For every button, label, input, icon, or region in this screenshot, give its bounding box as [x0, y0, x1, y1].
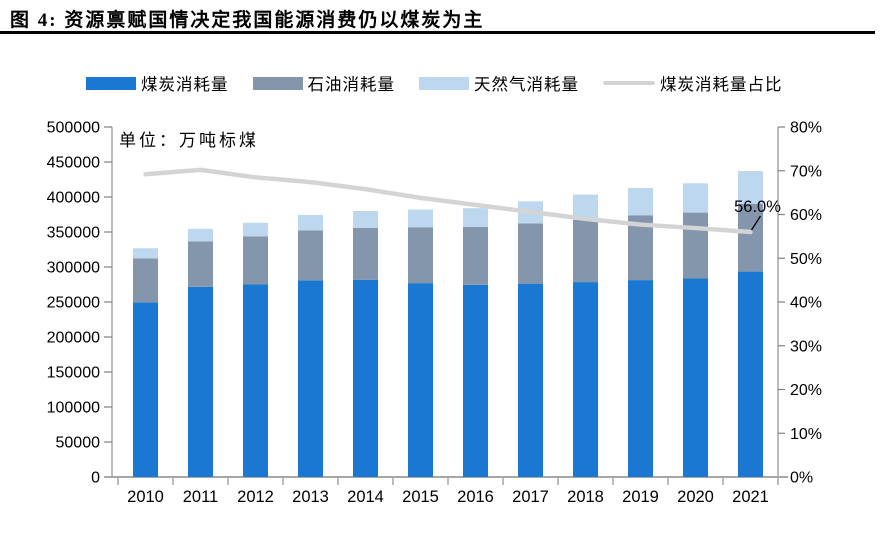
legend-item-coal: 煤炭消耗量 — [86, 71, 229, 95]
legend-swatch-gas — [419, 76, 469, 90]
bar-segment-gas-2013 — [298, 214, 323, 231]
left-axis-label: 50000 — [56, 435, 101, 452]
right-axis-label: 20% — [790, 382, 822, 399]
bar-segment-gas-2019 — [628, 187, 653, 216]
energy-consumption-chart: 0 50000 100000 150000 200000 250000 300000 3500… — [47, 120, 822, 507]
annotation-leader-line — [750, 215, 762, 231]
x-axis-label: 2021 — [732, 488, 769, 506]
figure-title: 图 4: 资源禀赋国情决定我国能源消费仍以煤炭为主 — [10, 10, 485, 31]
x-axis-label: 2019 — [622, 488, 659, 506]
legend-item-gas: 天然气消耗量 — [419, 71, 579, 95]
legend-label-gas: 天然气消耗量 — [474, 75, 579, 94]
left-axis-label: 350000 — [47, 225, 100, 242]
bar-segment-oil-2018 — [573, 219, 598, 283]
bar-segment-coal-2012 — [243, 284, 268, 477]
bar-segment-gas-2011 — [188, 228, 213, 242]
bar-segment-oil-2011 — [188, 241, 213, 287]
legend-swatch-coal — [86, 76, 136, 90]
x-axis-label: 2020 — [677, 488, 714, 506]
bar-segment-oil-2010 — [133, 258, 158, 303]
right-axis-label: 30% — [790, 338, 822, 355]
legend-swatch-coal_share — [603, 81, 655, 85]
bar-segment-coal-2018 — [573, 282, 598, 477]
bar-segment-gas-2010 — [133, 248, 158, 259]
right-axis-label: 60% — [790, 207, 822, 224]
left-axis-label: 400000 — [47, 190, 100, 207]
legend-label-coal_share: 煤炭消耗量占比 — [660, 75, 783, 94]
bar-segment-coal-2020 — [683, 278, 708, 477]
bar-segment-oil-2015 — [408, 227, 433, 284]
legend-swatch-oil — [252, 76, 303, 90]
bar-segment-oil-2013 — [298, 230, 323, 281]
bar-segment-oil-2016 — [463, 226, 488, 285]
left-axis-label: 250000 — [47, 295, 100, 312]
bar-segment-coal-2013 — [298, 280, 323, 477]
bar-segment-coal-2021 — [738, 271, 763, 477]
legend-item-coal_share: 煤炭消耗量占比 — [603, 71, 783, 95]
chart-legend: 煤炭消耗量 石油消耗量 天然气消耗量 煤炭消耗量占比 — [86, 71, 783, 95]
left-axis-label: 500000 — [47, 120, 100, 137]
bar-segment-oil-2017 — [518, 223, 543, 284]
bar-segment-oil-2021 — [738, 203, 763, 272]
left-axis-label: 200000 — [47, 330, 100, 347]
bar-segment-gas-2015 — [408, 209, 433, 228]
bar-segment-oil-2012 — [243, 236, 268, 285]
x-axis-label: 2018 — [567, 488, 604, 506]
bar-segment-gas-2014 — [353, 211, 378, 228]
right-axis-label: 0% — [790, 470, 813, 487]
line-end-data-label: 56.0% — [734, 198, 781, 216]
x-axis-label: 2017 — [512, 488, 549, 506]
axis-unit-label: 单位：万吨标煤 — [119, 131, 259, 150]
bar-segment-oil-2020 — [683, 212, 708, 279]
left-axis-label: 0 — [91, 470, 100, 487]
x-axis-label: 2012 — [237, 488, 274, 506]
left-axis-label: 300000 — [47, 260, 100, 277]
bar-segment-gas-2016 — [463, 208, 488, 227]
x-axis-label: 2011 — [183, 488, 218, 506]
bar-segment-coal-2014 — [353, 279, 378, 477]
right-axis-label: 70% — [790, 163, 822, 180]
bar-segment-coal-2019 — [628, 280, 653, 477]
x-axis-label: 2015 — [402, 488, 439, 506]
x-axis-label: 2016 — [457, 488, 494, 506]
bar-segment-coal-2015 — [408, 283, 433, 477]
legend-label-oil: 石油消耗量 — [307, 75, 395, 94]
bar-segment-oil-2014 — [353, 227, 378, 280]
left-axis-label: 150000 — [47, 365, 100, 382]
legend-label-coal: 煤炭消耗量 — [141, 75, 229, 94]
x-axis-label: 2010 — [127, 488, 164, 506]
bar-segment-gas-2012 — [243, 222, 268, 237]
bar-segment-gas-2018 — [573, 194, 598, 220]
left-axis-label: 100000 — [47, 400, 100, 417]
right-axis-label: 80% — [790, 120, 822, 137]
bar-segment-gas-2021 — [738, 171, 763, 204]
title-divider — [0, 31, 875, 34]
left-axis-label: 450000 — [47, 155, 100, 172]
bar-segment-coal-2016 — [463, 284, 488, 477]
bar-segment-gas-2020 — [683, 183, 708, 213]
x-axis-label: 2014 — [347, 488, 384, 506]
right-axis-label: 10% — [790, 426, 822, 443]
legend-item-oil: 石油消耗量 — [252, 71, 396, 95]
bar-segment-coal-2017 — [518, 283, 543, 477]
coal-share-line — [143, 167, 753, 235]
right-axis-label: 40% — [790, 295, 822, 312]
bar-segment-coal-2010 — [133, 302, 158, 477]
bar-segment-coal-2011 — [188, 286, 213, 477]
x-axis-label: 2013 — [292, 488, 329, 506]
right-axis-label: 50% — [790, 251, 822, 268]
